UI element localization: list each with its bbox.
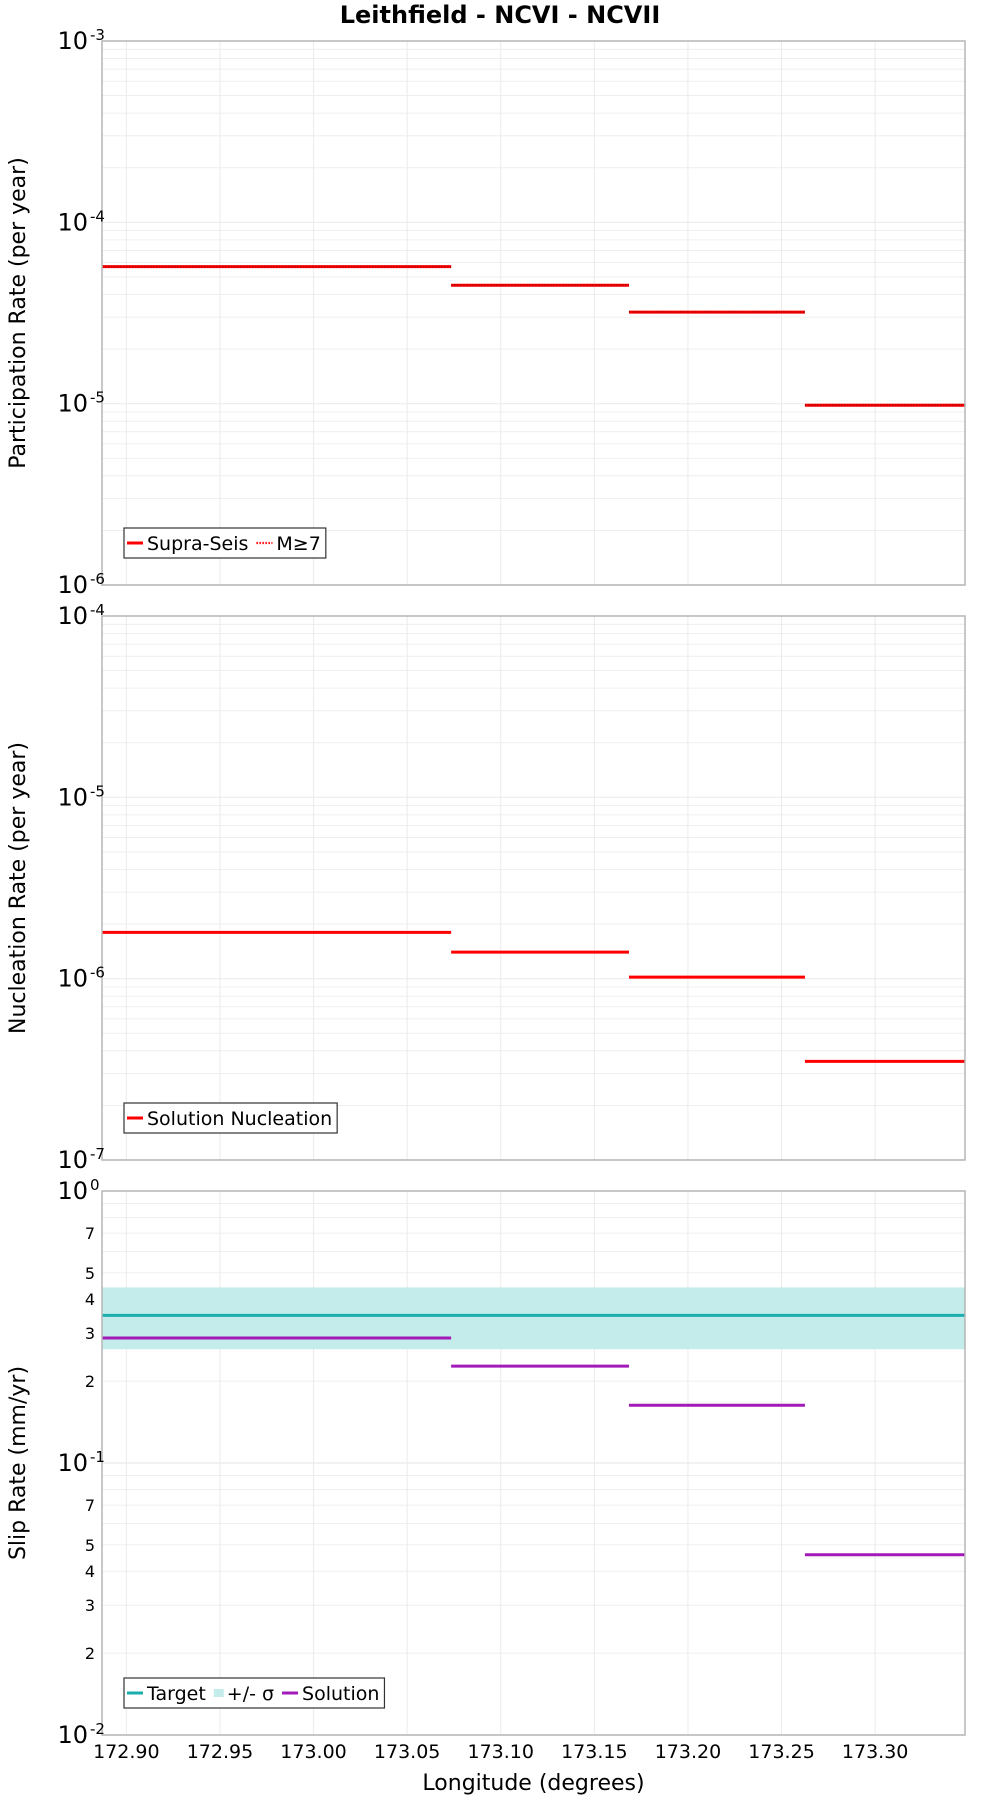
- y-tick-exponent: -1: [90, 1448, 105, 1466]
- y-tick-exponent: -2: [90, 1720, 105, 1738]
- legend: Supra-Seis M≥7: [123, 527, 327, 559]
- y-tick-exponent: -6: [90, 964, 105, 982]
- legend-label: +/- σ: [227, 1683, 274, 1705]
- x-tick-label: 173.25: [748, 1741, 814, 1763]
- y-tick-label: 10: [57, 390, 88, 418]
- y-tick-base: 10: [57, 1721, 88, 1749]
- y-tick-label: 10: [57, 783, 88, 811]
- y-minor-tick-label: 7: [85, 1224, 95, 1243]
- y-tick-base: 10: [57, 1177, 88, 1205]
- y-tick-label: 10: [57, 602, 88, 630]
- y-minor-tick-label: 3: [85, 1596, 95, 1615]
- legend-label: Solution: [302, 1683, 379, 1705]
- legend-label: Supra-Seis: [147, 533, 248, 555]
- y-tick-base: 10: [57, 1449, 88, 1477]
- y-tick-exponent: -4: [90, 207, 105, 225]
- legend-frame: [123, 527, 327, 559]
- y-tick-exponent: 0: [90, 1176, 100, 1194]
- y-tick-base: 10: [57, 208, 88, 236]
- plot-frame: [101, 40, 966, 586]
- x-tick-label: 172.90: [93, 1741, 159, 1763]
- y-tick-exponent: -4: [90, 601, 105, 619]
- legend-frame: [123, 1102, 338, 1134]
- y-tick-label: 10: [57, 571, 88, 599]
- plot-frame: [101, 615, 966, 1161]
- y-minor-tick-label: 5: [85, 1536, 95, 1555]
- y-minor-tick-label: 2: [85, 1372, 95, 1391]
- y-minor-tick-label: 4: [85, 1290, 95, 1309]
- y-tick-base: 10: [57, 1146, 88, 1174]
- plot-frame: [101, 1190, 966, 1736]
- legend: Solution Nucleation: [123, 1102, 338, 1134]
- x-tick-label: 173.30: [842, 1741, 908, 1763]
- x-tick-label: 173.15: [561, 1741, 627, 1763]
- y-minor-tick-label: 4: [85, 1562, 95, 1581]
- chart-title: Leithfield - NCVI - NCVII: [340, 1, 661, 29]
- legend: Target +/- σ Solution: [123, 1677, 386, 1709]
- y-tick-label: 10: [57, 1449, 88, 1477]
- y-tick-label: 10: [57, 965, 88, 993]
- y-tick-label: 10: [57, 1146, 88, 1174]
- y-minor-tick-label: 5: [85, 1264, 95, 1283]
- y-tick-base: 10: [57, 390, 88, 418]
- y-tick-base: 10: [57, 571, 88, 599]
- y-tick-label: 10: [57, 1721, 88, 1749]
- legend-label: Solution Nucleation: [147, 1108, 332, 1130]
- x-axis-label: Longitude (degrees): [422, 1771, 644, 1796]
- y-minor-tick-label: 3: [85, 1324, 95, 1343]
- y-tick-exponent: -7: [90, 1145, 105, 1163]
- y-tick-label: 10: [57, 1177, 88, 1205]
- x-tick-label: 173.00: [280, 1741, 346, 1763]
- x-tick-label: 172.95: [187, 1741, 253, 1763]
- x-tick-label: 173.20: [655, 1741, 721, 1763]
- legend-swatch-band: [213, 1689, 224, 1697]
- y-tick-exponent: -5: [90, 782, 105, 800]
- legend-frame: [123, 1677, 386, 1709]
- sigma-band: [102, 1287, 965, 1350]
- y-tick-exponent: -6: [90, 570, 105, 588]
- legend-label: M≥7: [276, 533, 320, 555]
- y-tick-base: 10: [57, 783, 88, 811]
- x-tick-label: 173.10: [467, 1741, 533, 1763]
- y-tick-exponent: -5: [90, 389, 105, 407]
- y-axis-label: Participation Rate (per year): [6, 157, 31, 469]
- legend-label: Target: [146, 1683, 206, 1705]
- y-minor-tick-label: 7: [85, 1496, 95, 1515]
- y-tick-label: 10: [57, 27, 88, 55]
- y-tick-exponent: -3: [90, 26, 105, 44]
- y-tick-base: 10: [57, 602, 88, 630]
- x-tick-label: 173.05: [374, 1741, 440, 1763]
- y-tick-base: 10: [57, 965, 88, 993]
- y-axis-label: Nucleation Rate (per year): [6, 742, 31, 1034]
- y-minor-tick-label: 2: [85, 1644, 95, 1663]
- y-tick-base: 10: [57, 27, 88, 55]
- y-axis-label: Slip Rate (mm/yr): [6, 1366, 31, 1560]
- y-tick-label: 10: [57, 208, 88, 236]
